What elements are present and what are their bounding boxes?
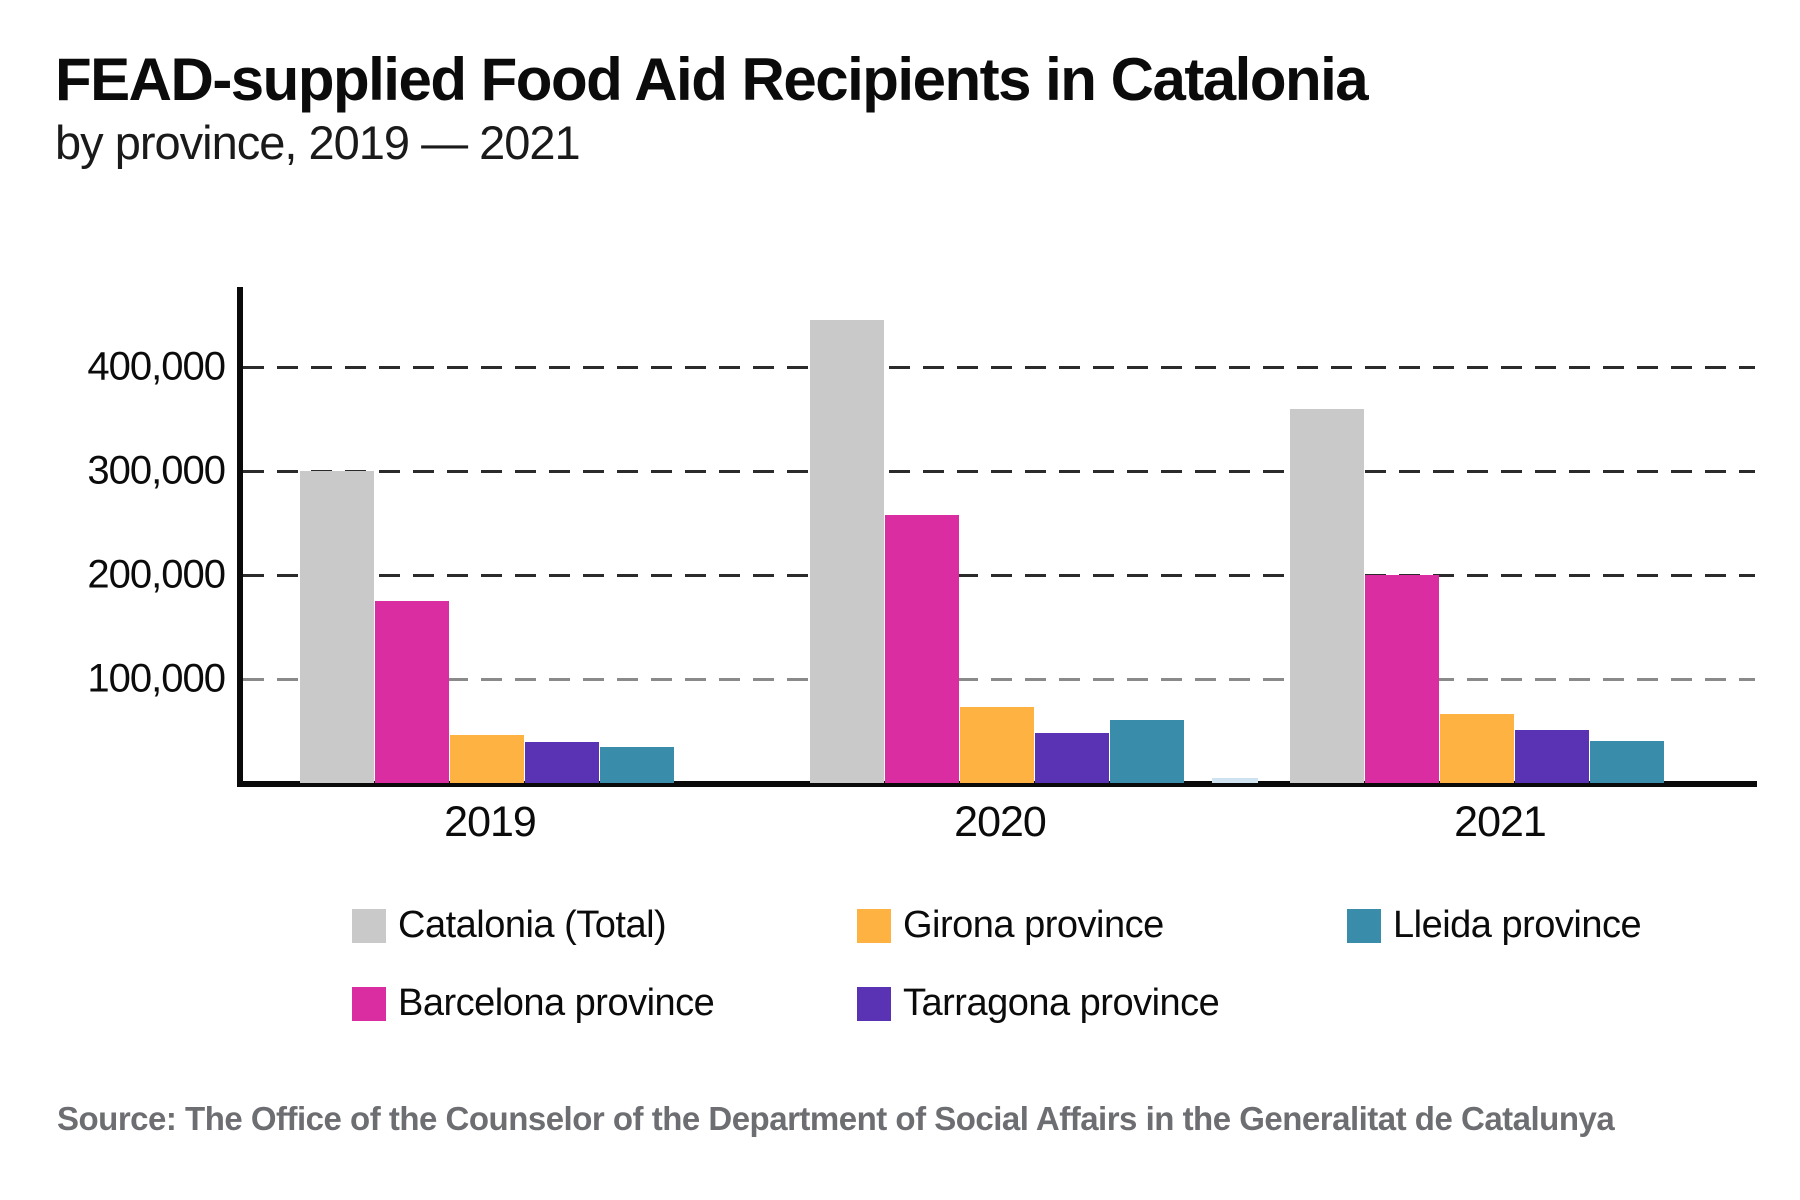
bar-2020-tarragona: [1035, 733, 1109, 783]
bar-2020-barcelona: [885, 514, 959, 783]
chart-subtitle: by province, 2019 — 2021: [55, 116, 581, 169]
y-tick-label: 200,000: [87, 552, 226, 597]
legend-label: Barcelona province: [398, 982, 715, 1024]
y-tick-label: 300,000: [87, 448, 226, 493]
gridline-400000: [243, 366, 1755, 369]
legend-item-barcelona: Barcelona province: [352, 982, 715, 1025]
bar-2019-lleida: [600, 746, 674, 783]
y-tick-label: 400,000: [87, 344, 226, 389]
gridline-100000: [243, 678, 1755, 681]
title-block: FEAD-supplied Food Aid Recipients in Cat…: [55, 46, 1369, 169]
legend-item-girona: Girona province: [857, 904, 1164, 947]
bar-2021-barcelona: [1365, 575, 1439, 783]
legend-item-catalonia: Catalonia (Total): [352, 904, 667, 947]
bar-2021-tarragona: [1515, 729, 1589, 783]
bar-2019-barcelona: [375, 601, 449, 783]
gridline-300000: [243, 470, 1755, 473]
legend-item-tarragona: Tarragona province: [857, 982, 1220, 1025]
legend-label: Lleida province: [1393, 904, 1642, 946]
legend-label: Catalonia (Total): [398, 904, 667, 946]
y-axis-line: [237, 287, 243, 787]
legend-item-lleida: Lleida province: [1347, 904, 1642, 947]
gridline-200000: [243, 574, 1755, 577]
bar-2021-girona: [1440, 714, 1514, 783]
legend-swatch-icon: [857, 908, 891, 943]
x-tick-label-2019: 2019: [444, 798, 537, 846]
legend-swatch-icon: [857, 986, 891, 1021]
legend-swatch-icon: [352, 986, 386, 1021]
x-tick-label-2020: 2020: [954, 798, 1047, 846]
bar-2020-catalonia: [810, 320, 884, 783]
legend-label: Girona province: [903, 904, 1164, 946]
chart-title: FEAD-supplied Food Aid Recipients in Cat…: [55, 46, 1369, 113]
x-tick-label-2021: 2021: [1454, 798, 1547, 846]
artifact-mini-bar: [1212, 778, 1258, 783]
y-tick-label: 100,000: [87, 656, 226, 701]
bar-2020-girona: [960, 707, 1034, 783]
legend-label: Tarragona province: [903, 982, 1220, 1024]
source-caption: Source: The Office of the Counselor of t…: [57, 1100, 1615, 1137]
legend-swatch-icon: [352, 908, 386, 943]
bar-2021-lleida: [1590, 741, 1664, 783]
bar-2021-catalonia: [1290, 408, 1364, 783]
bar-2019-tarragona: [525, 742, 599, 783]
bar-2019-catalonia: [300, 471, 374, 783]
legend-swatch-icon: [1347, 908, 1381, 943]
bar-2019-girona: [450, 735, 524, 783]
bar-2020-lleida: [1110, 719, 1184, 783]
x-axis-line: [237, 781, 1757, 787]
